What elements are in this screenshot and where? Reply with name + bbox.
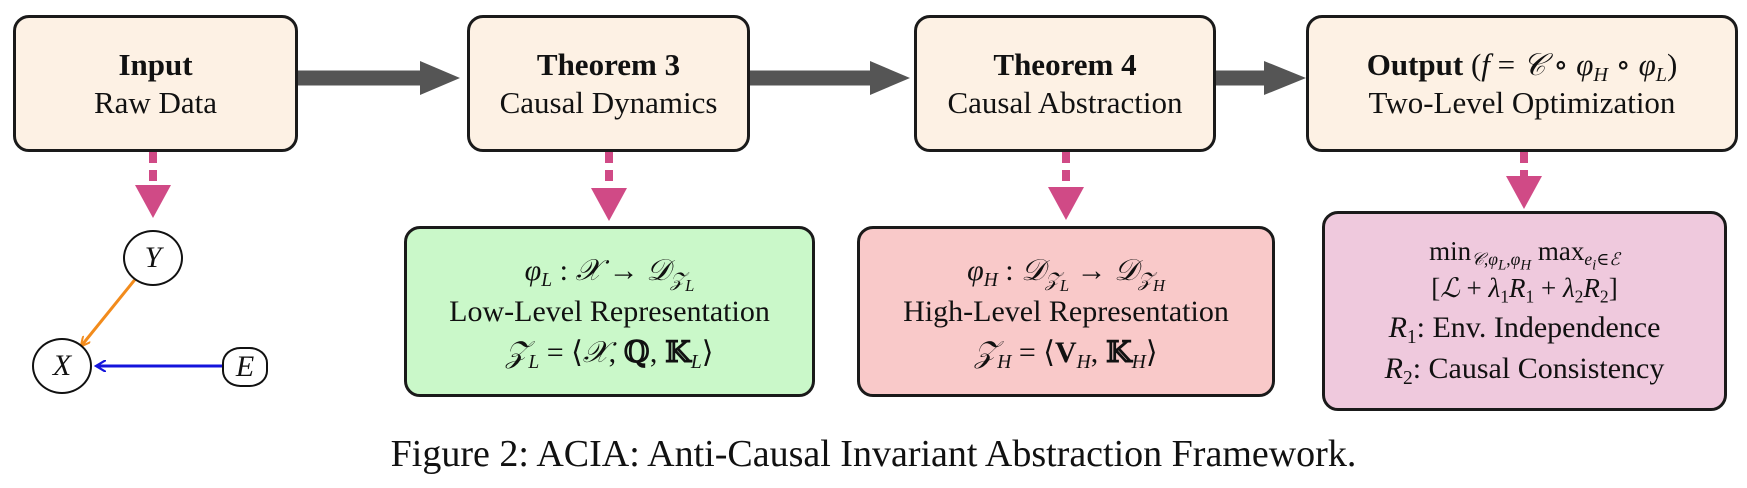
output-title: Output [1366,46,1464,82]
figure-caption: Figure 2: ACIA: Anti-Causal Invariant Ab… [390,433,1357,475]
output-subtitle: Two-Level Optimization [1368,84,1676,120]
node-y: Y [123,230,183,286]
flow-arrow-theorem3-theorem4 [750,61,910,95]
low-level-def: 𝒵L = ⟨𝒳, ℚ, 𝕂L⟩ [505,335,714,373]
theorem3-subtitle: Causal Dynamics [499,84,718,120]
theorem4-title: Theorem 4 [993,46,1137,82]
input-subtitle: Raw Data [93,84,218,120]
regularizer-r2: R2: Causal Consistency [1384,352,1665,389]
r1-label: Env. Independence [1432,311,1661,344]
low-level-box: φL : 𝒳 → 𝒟𝒵L Low-Level Representation 𝒵L… [404,226,815,397]
low-level-map: φL : 𝒳 → 𝒟𝒵L [524,253,695,295]
optimization-loss: [ℒ + λ1R1 + λ2R2] [1431,273,1618,307]
optimization-box: min𝒞,φL,φH maxei∈ℰ [ℒ + λ1R1 + λ2R2] R1:… [1322,211,1727,411]
dashed-arrow-input-graph [135,152,171,218]
theorem4-subtitle: Causal Abstraction [947,84,1183,120]
high-level-box: φH : 𝒟𝒵L → 𝒟𝒵H High-Level Representation… [857,226,1275,397]
optimization-objective: min𝒞,φL,φH maxei∈ℰ [1429,236,1620,274]
dashed-arrow-theorem4-high [1048,152,1084,220]
theorem3-box: Theorem 3 Causal Dynamics [467,15,750,152]
edge-y-to-x [82,276,139,345]
r2-label: Causal Consistency [1428,352,1665,385]
high-level-def: 𝒵H = ⟨VH, 𝕂H⟩ [974,335,1158,373]
low-level-label: Low-Level Representation [449,295,770,328]
dashed-arrow-theorem3-low [591,152,627,221]
regularizer-r1: R1: Env. Independence [1388,311,1661,348]
dashed-arrow-output-opt [1506,152,1542,209]
flow-arrow-theorem4-output [1215,61,1306,95]
node-x: X [32,338,92,394]
output-box: Output (f = 𝒞 ∘ φH ∘ φL) Two-Level Optim… [1306,15,1738,152]
output-formula: (f = 𝒞 ∘ φH ∘ φL) [1470,46,1678,86]
output-heading: Output (f = 𝒞 ∘ φH ∘ φL) [1366,46,1678,86]
high-level-label: High-Level Representation [903,295,1229,328]
input-box: Input Raw Data [13,15,298,152]
theorem4-box: Theorem 4 Causal Abstraction [914,15,1216,152]
high-level-map: φH : 𝒟𝒵L → 𝒟𝒵H [967,253,1165,295]
theorem3-title: Theorem 3 [536,46,681,82]
node-e: E [222,347,268,387]
input-title: Input [118,46,193,82]
